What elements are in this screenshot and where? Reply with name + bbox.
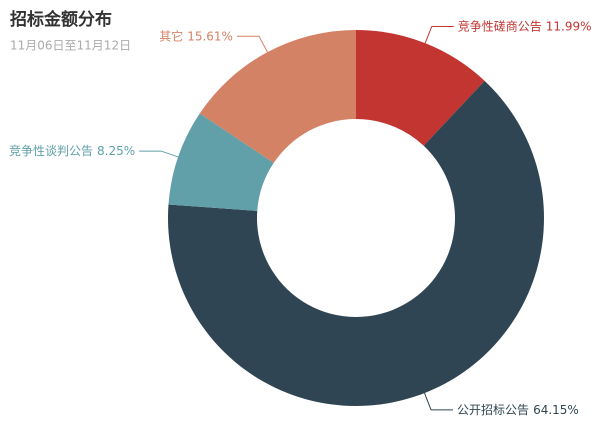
slice-value: 11.99% [546,19,592,33]
pie-slice [356,30,485,146]
chart-subtitle: 11月06日至11月12日 [10,39,131,53]
slice-value: 15.61% [187,29,233,43]
slice-value: 64.15% [533,402,579,416]
leader-line [139,150,179,158]
slice-label: 竞争性磋商公告 11.99% [458,18,592,33]
slice-name: 竞争性磋商公告 [458,18,542,33]
slice-name: 其它 [159,28,183,43]
slice-label: 其它 15.61% [159,28,233,43]
leader-line [424,25,454,44]
slice-name: 竞争性谈判公告 [9,144,93,158]
slice-name: 公开招标公告 [457,402,529,416]
slice-label: 竞争性谈判公告 8.25% [9,144,135,158]
pie-slice [168,80,544,407]
leader-line [424,392,454,411]
pie-slice [199,30,356,163]
slice-label: 公开招标公告 64.15% [457,402,579,416]
chart-title: 招标金额分布 [10,9,112,30]
slice-value: 8.25% [97,144,135,158]
leader-line [236,35,268,53]
pie-slice [168,113,274,211]
